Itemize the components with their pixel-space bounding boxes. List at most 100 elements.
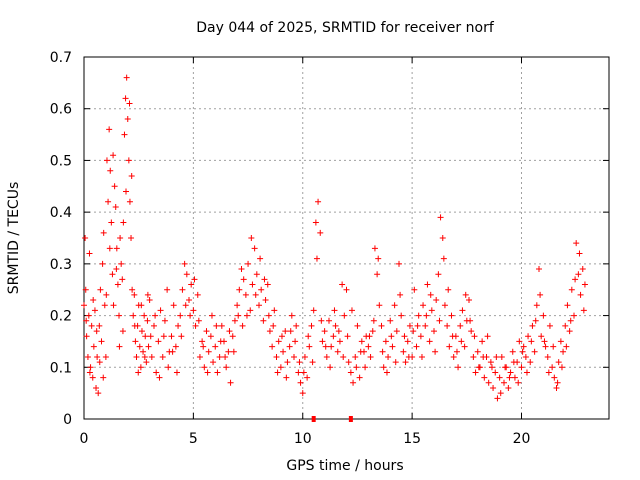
data-point xyxy=(251,245,258,252)
data-point xyxy=(455,364,462,371)
data-point xyxy=(291,353,297,360)
data-point xyxy=(459,307,466,314)
data-point xyxy=(441,302,448,309)
data-point xyxy=(85,312,92,319)
data-point xyxy=(312,219,319,226)
data-point xyxy=(118,260,125,267)
data-point xyxy=(269,343,276,350)
data-point xyxy=(292,338,299,345)
data-point xyxy=(240,276,247,283)
data-point xyxy=(112,203,119,210)
data-point xyxy=(436,317,443,324)
axis-marker xyxy=(348,416,353,422)
data-point xyxy=(138,302,145,309)
data-point xyxy=(444,322,451,329)
data-point xyxy=(296,359,303,366)
data-point xyxy=(203,328,210,335)
data-point xyxy=(334,348,341,355)
data-point xyxy=(91,307,98,314)
data-point xyxy=(120,219,127,226)
data-point xyxy=(288,312,295,319)
data-point xyxy=(510,359,517,366)
data-point xyxy=(557,338,564,345)
data-point xyxy=(187,312,194,319)
data-point xyxy=(136,343,143,350)
data-point xyxy=(113,245,120,252)
axis-marker xyxy=(311,416,316,422)
data-point xyxy=(528,338,535,345)
data-point xyxy=(527,359,534,366)
data-point xyxy=(467,317,474,324)
data-point xyxy=(199,338,206,345)
data-point xyxy=(227,379,234,386)
data-point xyxy=(420,302,427,309)
data-point xyxy=(374,271,381,278)
data-point xyxy=(488,364,495,371)
data-point xyxy=(323,353,330,360)
data-point xyxy=(106,245,113,252)
data-point xyxy=(560,348,567,355)
data-point xyxy=(391,302,398,309)
data-point xyxy=(353,364,360,371)
data-point xyxy=(466,297,472,304)
data-point xyxy=(173,369,180,376)
x-axis-label: GPS time / hours xyxy=(286,458,403,474)
data-point xyxy=(297,379,304,386)
data-point xyxy=(472,369,479,376)
data-point xyxy=(293,322,300,329)
data-point xyxy=(243,312,250,319)
data-point xyxy=(481,374,488,381)
data-point xyxy=(181,260,188,267)
data-point xyxy=(398,312,405,319)
data-point xyxy=(396,260,402,267)
data-point xyxy=(146,297,153,304)
data-point xyxy=(401,333,408,340)
chart-title: Day 044 of 2025, SRMTID for receiver nor… xyxy=(196,20,495,36)
data-point xyxy=(132,338,139,345)
data-point xyxy=(350,379,357,386)
data-point xyxy=(529,322,536,329)
data-point xyxy=(468,328,475,335)
data-point xyxy=(182,302,189,309)
data-point xyxy=(344,333,351,340)
data-point xyxy=(82,286,89,293)
data-point xyxy=(531,348,538,355)
data-point xyxy=(128,235,135,241)
data-point xyxy=(129,286,136,293)
data-point xyxy=(82,235,89,241)
y-tick-label: 0.7 xyxy=(50,50,72,66)
data-point xyxy=(252,291,259,298)
data-point xyxy=(212,343,219,350)
data-point xyxy=(321,328,328,335)
y-tick-label: 0.5 xyxy=(50,153,72,169)
data-point xyxy=(518,364,525,371)
axis-markers xyxy=(311,416,353,422)
data-point xyxy=(313,255,320,262)
data-point xyxy=(577,291,584,298)
data-point xyxy=(179,286,186,293)
data-point xyxy=(553,384,560,391)
data-point xyxy=(257,255,264,262)
data-point xyxy=(331,307,338,314)
data-point xyxy=(183,271,190,278)
data-point xyxy=(318,317,325,324)
data-point xyxy=(122,95,129,102)
data-point xyxy=(484,333,491,340)
data-point xyxy=(520,343,527,350)
axis-ticks xyxy=(83,56,609,420)
data-point xyxy=(205,348,212,355)
data-point xyxy=(304,374,311,381)
data-point xyxy=(223,364,230,371)
data-point xyxy=(210,359,217,366)
data-point xyxy=(537,291,544,298)
data-point xyxy=(301,353,308,360)
data-point xyxy=(144,317,151,324)
data-point xyxy=(576,250,583,257)
data-point xyxy=(266,328,273,335)
data-point xyxy=(554,379,561,386)
data-point xyxy=(492,369,499,376)
data-point xyxy=(188,281,195,288)
data-point xyxy=(242,291,249,298)
data-point xyxy=(93,384,100,391)
data-point xyxy=(109,271,116,278)
